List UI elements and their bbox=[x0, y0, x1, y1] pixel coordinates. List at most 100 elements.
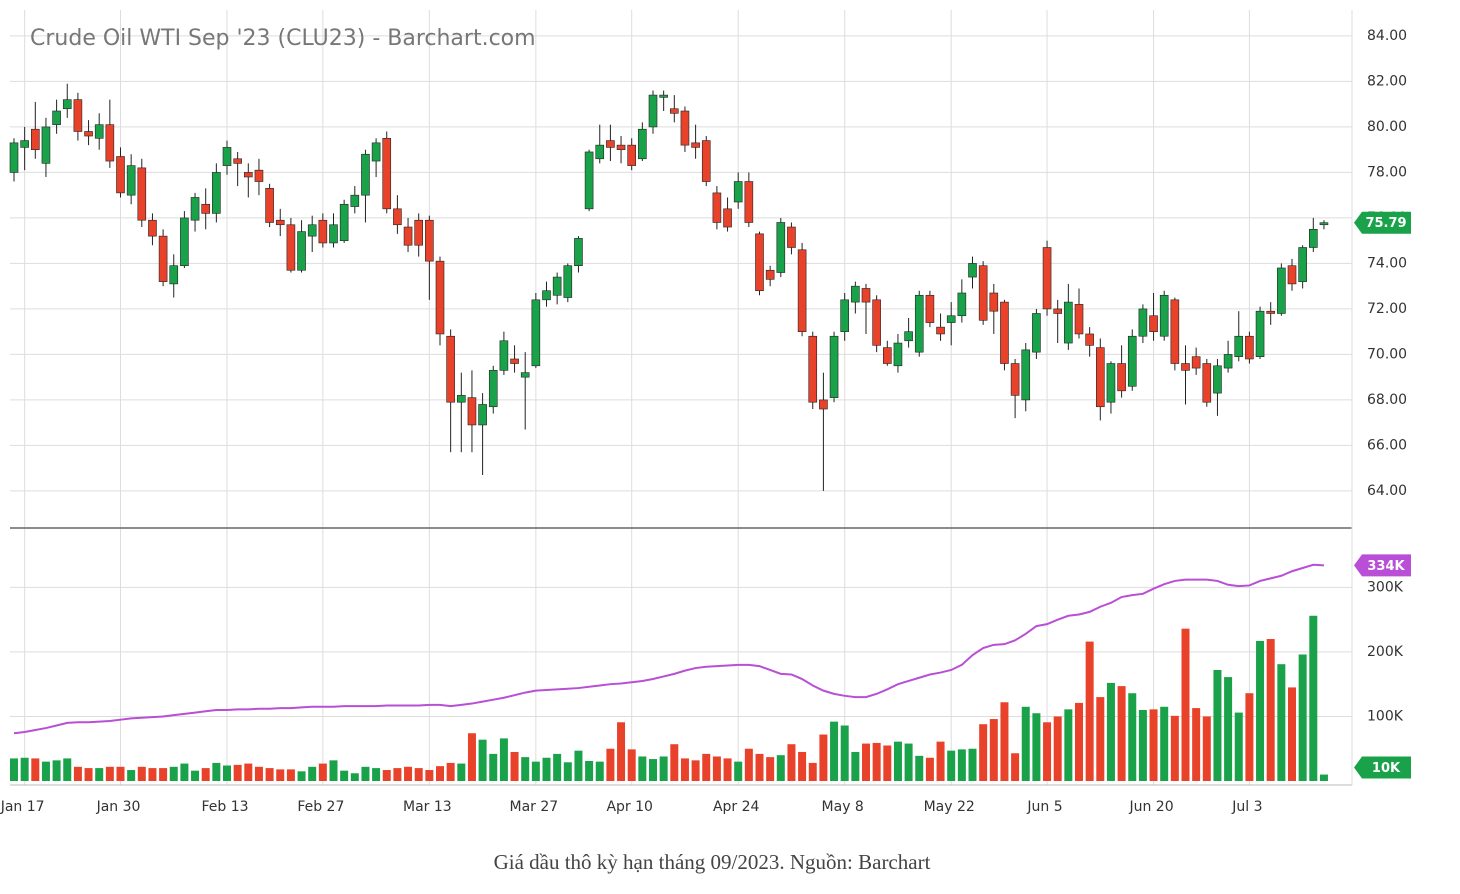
volume-bar bbox=[361, 766, 370, 781]
volume-bar bbox=[116, 766, 125, 781]
candle-body bbox=[627, 144, 637, 166]
volume-bar bbox=[723, 758, 732, 781]
volume-bar bbox=[52, 760, 61, 781]
candle-body bbox=[1000, 301, 1009, 364]
candle-body bbox=[701, 140, 711, 182]
candle-body bbox=[148, 219, 157, 237]
volume-bar bbox=[1000, 702, 1009, 781]
candle-body bbox=[275, 219, 285, 226]
volume-bar bbox=[968, 748, 977, 781]
volume-bar bbox=[893, 741, 902, 781]
candle-body bbox=[1159, 294, 1169, 337]
x-tick-label: Apr 24 bbox=[713, 799, 760, 815]
candle-body bbox=[190, 197, 200, 221]
volume-bar bbox=[1256, 640, 1265, 781]
candle-body bbox=[1255, 310, 1265, 357]
moving-average-line bbox=[13, 563, 1325, 735]
candle-body bbox=[297, 231, 306, 271]
candle-body bbox=[648, 94, 658, 128]
volume-bar bbox=[382, 770, 391, 781]
x-tick-label: May 8 bbox=[822, 799, 864, 815]
volume-bar bbox=[1064, 709, 1073, 781]
candle-body bbox=[94, 124, 104, 139]
candle-body bbox=[1042, 247, 1052, 310]
candle-body bbox=[755, 233, 764, 292]
candle-body bbox=[574, 238, 583, 267]
candle-body bbox=[350, 194, 360, 207]
candle-body bbox=[978, 265, 988, 321]
volume-last-badge bbox=[1354, 756, 1411, 779]
volume-bar bbox=[787, 744, 796, 781]
candle-body bbox=[765, 269, 775, 280]
candle-body bbox=[105, 124, 115, 162]
candle-body bbox=[9, 142, 19, 173]
volume-bar bbox=[766, 757, 775, 781]
volume-bar bbox=[851, 751, 860, 781]
candle-body bbox=[1085, 333, 1094, 346]
volume-bar bbox=[808, 762, 817, 781]
candle-body bbox=[393, 208, 402, 226]
candle-body bbox=[1309, 229, 1318, 248]
candle-body bbox=[62, 99, 72, 110]
candle-body bbox=[638, 128, 647, 160]
y-tick-label: 64.00 bbox=[1367, 483, 1407, 499]
candle-body bbox=[222, 147, 232, 166]
candle-body bbox=[968, 263, 977, 278]
candle-body bbox=[1064, 301, 1073, 344]
volume-bar bbox=[755, 753, 764, 781]
x-tick-label: Mar 27 bbox=[510, 799, 559, 815]
volume-bar bbox=[585, 760, 594, 781]
candle-body bbox=[606, 140, 615, 148]
candle-body bbox=[1106, 363, 1116, 403]
volume-bar bbox=[872, 742, 881, 781]
y-tick-label: 72.00 bbox=[1367, 301, 1407, 317]
candle-body bbox=[787, 226, 796, 248]
candle-body bbox=[797, 249, 807, 332]
volume-bar bbox=[180, 763, 189, 781]
chart-title: Crude Oil WTI Sep '23 (CLU23) - Barchart… bbox=[30, 26, 536, 51]
candle-body bbox=[893, 342, 903, 367]
y-tick-label: 68.00 bbox=[1367, 392, 1407, 408]
candle-body bbox=[1074, 304, 1084, 335]
candle-body bbox=[808, 335, 818, 403]
candle-body bbox=[946, 315, 956, 323]
volume-bar bbox=[372, 768, 381, 781]
candle-body bbox=[20, 140, 29, 148]
candle-body bbox=[456, 395, 466, 403]
y-tick-label: 78.00 bbox=[1367, 164, 1407, 180]
volume-bar bbox=[212, 762, 221, 781]
candle-body bbox=[584, 151, 594, 210]
candle-body bbox=[733, 181, 743, 203]
volume-bar bbox=[436, 766, 444, 781]
volume-bar bbox=[1319, 774, 1328, 781]
volume-bar bbox=[1224, 677, 1233, 781]
candle-body bbox=[318, 219, 328, 244]
volume-bar bbox=[1032, 713, 1041, 781]
candle-body bbox=[212, 172, 221, 214]
candle-body bbox=[531, 299, 541, 367]
volume-bar bbox=[670, 744, 679, 781]
candle-body bbox=[52, 110, 61, 125]
volume-bar bbox=[1298, 654, 1307, 781]
candle-body bbox=[904, 331, 913, 342]
candle-body bbox=[861, 288, 871, 303]
candle-body bbox=[776, 222, 786, 273]
last-price-label: 75.79 bbox=[1365, 216, 1406, 231]
volume-bar bbox=[1138, 710, 1147, 781]
volume-bar bbox=[904, 743, 913, 781]
volume-bar bbox=[1266, 639, 1275, 781]
candle-body bbox=[1202, 363, 1212, 403]
volume-bar bbox=[883, 745, 892, 781]
volume-bar bbox=[233, 764, 242, 781]
y-tick-label: 82.00 bbox=[1367, 73, 1407, 89]
candle-body bbox=[265, 188, 274, 223]
volume-bar bbox=[691, 760, 700, 781]
volume-bar bbox=[105, 766, 114, 781]
candle-body bbox=[467, 397, 477, 426]
candle-body bbox=[542, 290, 551, 301]
volume-bar bbox=[1245, 693, 1254, 781]
x-tick-label: Jul 3 bbox=[1231, 799, 1262, 815]
caption: Giá dầu thô kỳ hạn tháng 09/2023. Nguồn:… bbox=[494, 850, 931, 874]
volume-bar bbox=[478, 739, 487, 781]
